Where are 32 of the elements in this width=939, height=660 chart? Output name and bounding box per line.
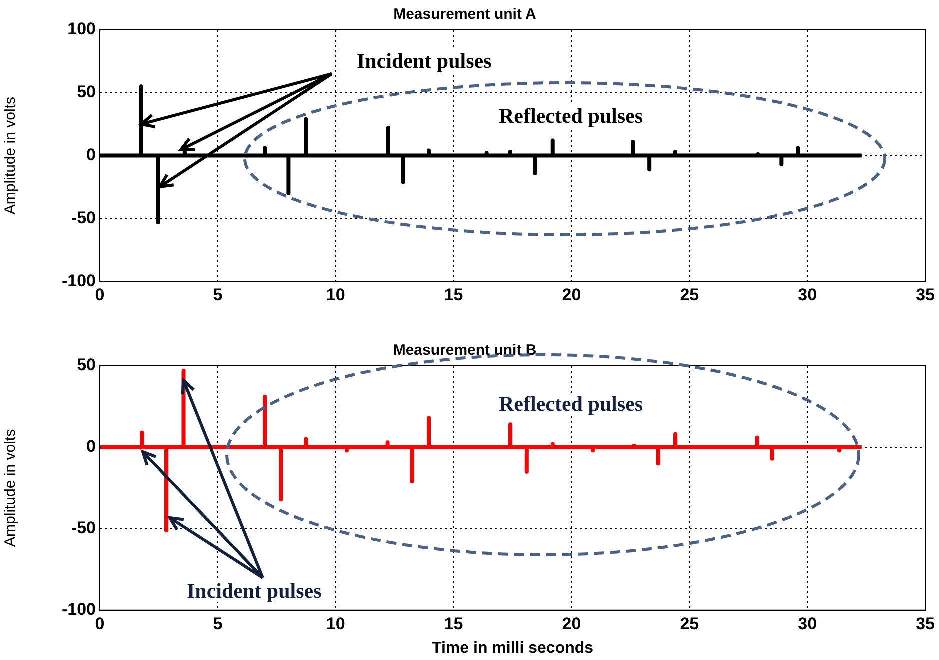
x-tick-label: 35	[916, 285, 936, 304]
chart-title: Measurement unit A	[394, 6, 537, 24]
x-tick-label: 30	[798, 614, 818, 634]
x-tick-label: 25	[680, 285, 700, 304]
y-tick-label: 0	[86, 145, 96, 164]
x-tick-label: 20	[562, 285, 582, 304]
x-tick-label: 35	[916, 614, 936, 634]
chart-title: Measurement unit B	[393, 342, 537, 360]
annotation: Reflected pulses	[497, 104, 646, 128]
x-tick-label: 10	[326, 614, 346, 634]
y-axis-title: Amplitude in volts	[2, 429, 20, 547]
y-tick-label: 100	[68, 20, 96, 39]
y-tick-label: 0	[86, 437, 96, 456]
y-tick-label: -100	[62, 600, 96, 620]
y-tick-label: 50	[77, 82, 96, 102]
y-axis-title: Amplitude in volts	[2, 97, 20, 215]
x-tick-label: 25	[680, 614, 700, 634]
x-tick-label: 5	[213, 614, 223, 634]
annotation: Incident pulses	[355, 49, 494, 73]
x-tick-label: 15	[444, 614, 464, 634]
annotation: Reflected pulses	[497, 392, 646, 416]
x-tick-label: 10	[326, 285, 346, 304]
y-tick-label: 50	[77, 356, 96, 375]
x-tick-label: 5	[213, 285, 223, 304]
y-tick-label: -50	[71, 518, 96, 538]
x-tick-label: 15	[444, 285, 464, 304]
x-tick-label: 30	[798, 285, 818, 304]
x-tick-label: 20	[562, 614, 582, 634]
x-axis-title: Time in milli seconds	[432, 640, 594, 657]
y-tick-label: -100	[62, 271, 96, 290]
annotation: Incident pulses	[185, 579, 324, 603]
y-tick-label: -50	[71, 208, 96, 228]
